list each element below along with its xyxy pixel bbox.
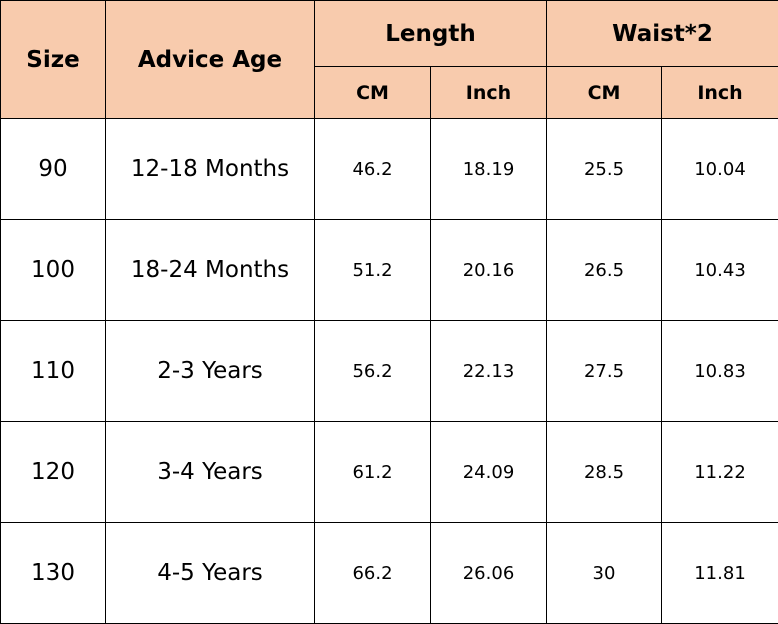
data-cell: 18.19 [430, 118, 547, 220]
data-cell: 10.83 [660, 320, 778, 422]
data-cell: 2-3 Years [105, 320, 315, 422]
data-cell: 51.2 [314, 219, 431, 321]
data-cell: 56.2 [314, 320, 431, 422]
data-cell: 30 [546, 522, 662, 624]
subheader-row: CM Inch CM Inch [1, 66, 778, 119]
subheader-cell: CM [314, 66, 431, 119]
data-cell: 10.43 [660, 219, 778, 321]
data-cell: 66.2 [314, 522, 431, 624]
data-cell: 61.2 [314, 421, 431, 523]
data-cell: 28.5 [546, 421, 662, 523]
data-cell: 27.5 [546, 320, 662, 422]
data-cell: 12-18 Months [105, 118, 315, 220]
header-cell: Advice Age [105, 0, 315, 119]
header-row: Size Advice Age Length Waist*2 [0, 0, 778, 119]
data-cell: 110 [0, 320, 106, 422]
data-row: 90 12-18 Months 46.2 18.19 25.5 10.04 [0, 118, 778, 220]
data-cell: 11.81 [660, 522, 778, 624]
data-row: 110 2-3 Years 56.2 22.13 27.5 10.83 [0, 320, 778, 422]
data-cell: 46.2 [314, 118, 431, 220]
data-cell: 11.22 [660, 421, 778, 523]
data-cell: 90 [0, 118, 106, 220]
data-cell: 10.04 [660, 118, 778, 220]
data-cell: 20.16 [430, 219, 547, 321]
data-row: 120 3-4 Years 61.2 24.09 28.5 11.22 [0, 421, 778, 523]
header-cell: Length [314, 0, 547, 67]
data-cell: 3-4 Years [105, 421, 315, 523]
header-cell: Waist*2 [545, 0, 778, 67]
header-cell: Size [0, 0, 106, 119]
data-row: 100 18-24 Months 51.2 20.16 26.5 10.43 [0, 219, 778, 321]
data-cell: 26.5 [546, 219, 662, 321]
subheader-cell: Inch [430, 66, 547, 119]
data-cell: 25.5 [546, 118, 662, 220]
subheader-cell: Inch [660, 66, 778, 119]
data-cell: 4-5 Years [105, 522, 315, 624]
data-cell: 130 [0, 522, 106, 624]
table-body: 90 12-18 Months 46.2 18.19 25.5 10.04 100 18-24… [0, 118, 778, 624]
data-cell: 18-24 Months [105, 219, 315, 321]
data-cell: 24.09 [430, 421, 547, 523]
data-cell: 26.06 [430, 522, 547, 624]
data-cell: 100 [0, 219, 106, 321]
subheader-cell: CM [546, 66, 662, 119]
data-cell: 120 [0, 421, 106, 523]
data-cell: 22.13 [430, 320, 547, 422]
data-row: 130 4-5 Years 66.2 26.06 30 11.81 [0, 522, 778, 624]
